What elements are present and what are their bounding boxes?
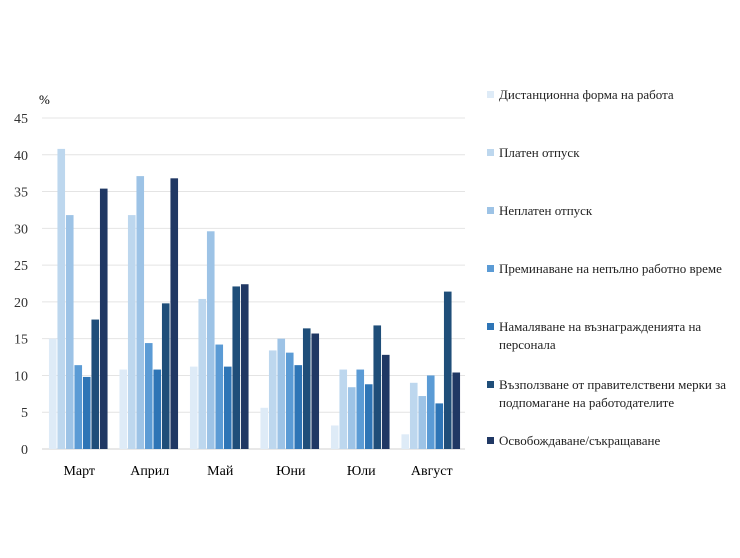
y-tick-label: 25 xyxy=(14,259,28,274)
bar-Май-1 xyxy=(198,298,207,449)
bar-Май-0 xyxy=(189,366,198,449)
legend-swatch xyxy=(487,437,494,444)
legend-label: Преминаване на непълно работно време xyxy=(499,261,722,276)
y-tick-label: 10 xyxy=(14,369,28,384)
bar-Юли-4 xyxy=(364,384,373,449)
bar-Април-2 xyxy=(136,176,145,449)
bar-Юни-3 xyxy=(285,352,294,449)
bar-Юли-5 xyxy=(373,325,382,449)
bar-Август-6 xyxy=(452,372,461,449)
bar-Юни-4 xyxy=(294,365,303,449)
bar-Август-1 xyxy=(409,382,418,449)
bar-Март-5 xyxy=(91,319,100,449)
bar-Август-2 xyxy=(418,396,427,449)
bar-Април-6 xyxy=(170,178,179,449)
bar-Април-3 xyxy=(144,343,153,449)
x-tick-label: Април xyxy=(130,464,169,479)
legend-label: Възползване от правителствени мерки за п… xyxy=(499,377,727,410)
bar-Март-3 xyxy=(74,365,83,449)
legend-item: Неплатен отпуск xyxy=(487,202,737,220)
bar-Юли-2 xyxy=(347,387,356,449)
bar-Март-1 xyxy=(57,148,66,450)
legend-label: Намаляване на възнагражденията на персон… xyxy=(499,319,702,352)
bar-Юли-1 xyxy=(339,369,348,449)
bar-Юли-0 xyxy=(330,425,339,449)
bar-Май-3 xyxy=(215,344,224,449)
bar-Август-4 xyxy=(435,403,444,449)
bar-Юни-0 xyxy=(260,407,269,449)
legend-item: Намаляване на възнагражденията на персон… xyxy=(487,318,737,354)
x-tick-label: Юни xyxy=(276,464,306,479)
legend-label: Освобождаване/съкращаване xyxy=(499,433,661,448)
bar-Май-4 xyxy=(223,366,232,449)
y-tick-label: 0 xyxy=(21,443,28,458)
legend-item: Преминаване на непълно работно време xyxy=(487,260,737,278)
y-tick-label: 20 xyxy=(14,296,28,311)
bar-Април-4 xyxy=(153,369,162,449)
bar-Май-5 xyxy=(232,286,241,449)
bar-Август-3 xyxy=(426,375,435,449)
bar-Април-5 xyxy=(161,303,170,449)
bar-Март-6 xyxy=(99,188,108,449)
bar-Юни-6 xyxy=(311,333,320,449)
y-tick-label: 35 xyxy=(14,186,28,201)
bar-Март-0 xyxy=(48,338,57,449)
y-tick-label: 45 xyxy=(14,112,28,127)
legend-label: Дистанционна форма на работа xyxy=(499,87,674,102)
legend-item: Платен отпуск xyxy=(487,144,737,162)
y-tick-label: 15 xyxy=(14,333,28,348)
bar-Юли-3 xyxy=(356,369,365,449)
x-tick-label: Май xyxy=(207,464,234,479)
y-axis-label: % xyxy=(39,92,50,107)
legend-swatch xyxy=(487,323,494,330)
legend-swatch xyxy=(487,207,494,214)
bar-Юни-2 xyxy=(277,338,286,449)
bar-Април-0 xyxy=(119,369,128,449)
bar-Август-5 xyxy=(443,291,452,449)
bar-Август-0 xyxy=(401,434,410,449)
x-tick-label: Август xyxy=(411,464,453,479)
x-tick-label: Юли xyxy=(347,464,376,479)
legend-item: Освобождаване/съкращаване xyxy=(487,432,737,450)
legend-label: Платен отпуск xyxy=(499,145,580,160)
legend-label: Неплатен отпуск xyxy=(499,203,593,218)
legend-swatch xyxy=(487,381,494,388)
bar-Май-2 xyxy=(206,231,215,449)
bar-Юли-6 xyxy=(381,354,390,449)
x-tick-label: Март xyxy=(63,464,95,479)
legend-item: Възползване от правителствени мерки за п… xyxy=(487,376,737,412)
legend-item: Дистанционна форма на работа xyxy=(487,86,737,104)
y-tick-label: 30 xyxy=(14,222,28,237)
legend-swatch xyxy=(487,149,494,156)
y-tick-label: 5 xyxy=(21,406,28,421)
bar-Май-6 xyxy=(240,284,249,449)
bar-Юни-1 xyxy=(268,350,277,449)
y-tick-label: 40 xyxy=(14,149,28,164)
bar-Март-2 xyxy=(65,215,74,449)
bar-Април-1 xyxy=(127,215,136,449)
legend-swatch xyxy=(487,265,494,272)
bar-Март-4 xyxy=(82,376,91,449)
bar-Юни-5 xyxy=(302,328,311,449)
legend-swatch xyxy=(487,91,494,98)
